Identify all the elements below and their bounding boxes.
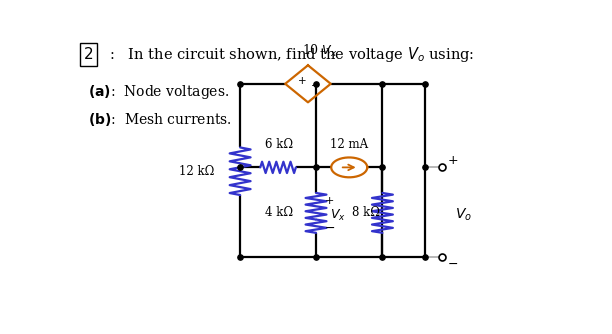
Text: $\mathbf{(b)}$:  Mesh currents.: $\mathbf{(b)}$: Mesh currents. — [88, 111, 232, 128]
Text: +: + — [324, 196, 334, 206]
Text: 2: 2 — [84, 47, 93, 62]
Text: +: + — [447, 154, 458, 167]
Text: 6 kΩ: 6 kΩ — [265, 138, 293, 151]
Text: :   In the circuit shown, find the voltage $V_o$ using:: : In the circuit shown, find the voltage… — [109, 45, 474, 64]
Text: 4 kΩ: 4 kΩ — [265, 206, 293, 219]
Text: 12 mA: 12 mA — [330, 138, 368, 151]
Text: $\mathbf{(a)}$:  Node voltages.: $\mathbf{(a)}$: Node voltages. — [88, 82, 230, 101]
Text: −: − — [324, 222, 335, 235]
Text: +: + — [298, 76, 307, 86]
Text: 10 $V_x$: 10 $V_x$ — [302, 43, 338, 59]
Text: 12 kΩ: 12 kΩ — [179, 165, 214, 178]
Text: −: − — [311, 81, 320, 91]
Text: 8 kΩ: 8 kΩ — [352, 206, 380, 219]
Text: $V_x$: $V_x$ — [330, 208, 346, 223]
Text: −: − — [447, 258, 458, 271]
Text: $V_o$: $V_o$ — [455, 207, 472, 223]
